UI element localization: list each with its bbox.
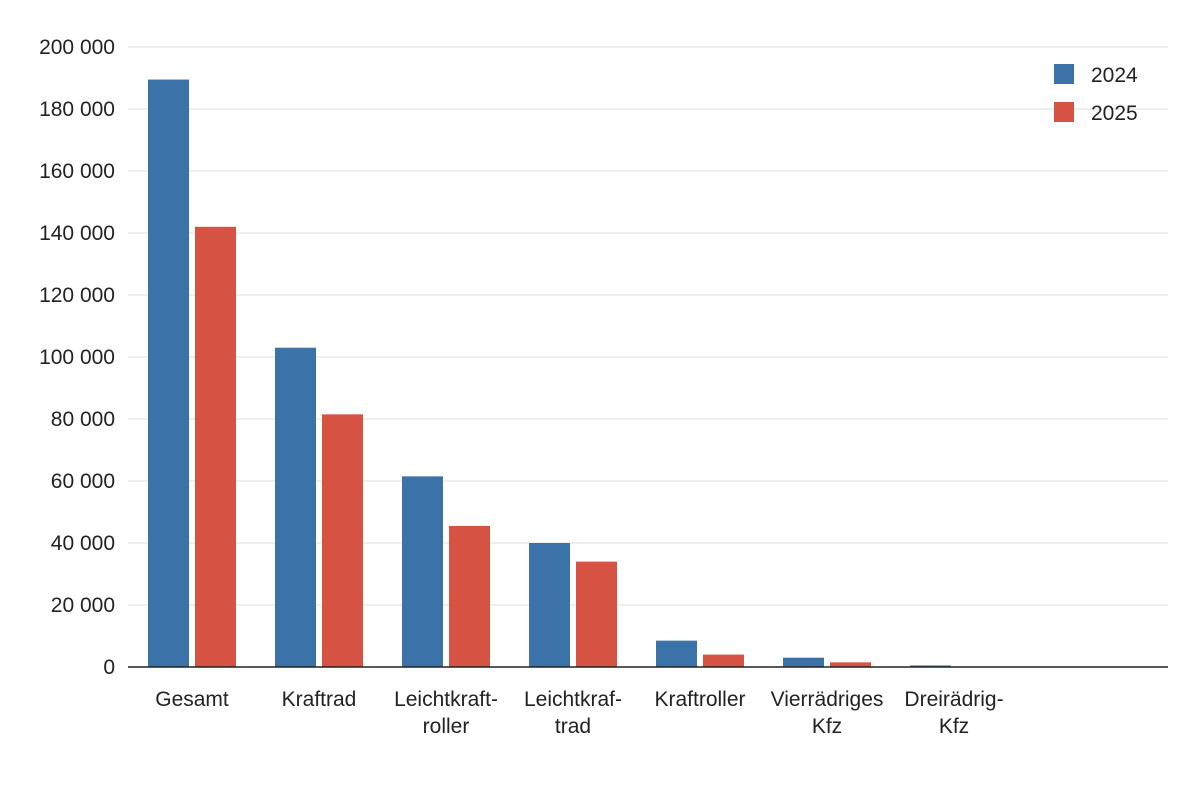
y-tick-label: 120 000 xyxy=(39,284,115,307)
bar-2025-2 xyxy=(449,525,490,667)
y-tick-label: 100 000 xyxy=(39,346,115,369)
legend-swatch-2025 xyxy=(1054,102,1074,122)
category-label-line: Vierrädriges xyxy=(771,688,884,711)
bar-2024-4 xyxy=(656,640,697,667)
y-axis-ticks: 0 20 000 40 000 60 000 80 000 100 000 120 000 1… xyxy=(39,36,115,679)
bar-2024-6 xyxy=(910,665,951,667)
category-label: Kraftroller xyxy=(654,688,745,711)
bars xyxy=(148,79,951,668)
y-tick-label: 0 xyxy=(103,656,115,679)
y-tick-label: 40 000 xyxy=(51,532,115,555)
category-label: Leichtkraf-trad xyxy=(524,688,622,738)
bar-2025-5 xyxy=(830,662,871,667)
category-label-line: Dreirädrig- xyxy=(904,688,1003,711)
bar-2024-2 xyxy=(402,476,443,667)
y-tick-label: 20 000 xyxy=(51,594,115,617)
y-tick-label: 60 000 xyxy=(51,470,115,493)
category-label-line: Kraftroller xyxy=(654,688,745,711)
category-label: Gesamt xyxy=(155,688,229,711)
category-label: Kraftrad xyxy=(282,688,357,711)
y-tick-label: 200 000 xyxy=(39,36,115,59)
category-label-line: Leichtkraf- xyxy=(524,688,622,711)
bar-2025-3 xyxy=(576,561,617,667)
category-label-line: Kfz xyxy=(939,715,969,738)
category-label-line: Gesamt xyxy=(155,688,229,711)
bar-2025-0 xyxy=(195,226,236,668)
y-tick-label: 180 000 xyxy=(39,98,115,121)
legend: 2024 2025 xyxy=(1054,64,1138,125)
bar-2024-0 xyxy=(148,79,189,668)
category-label-line: roller xyxy=(423,715,470,738)
category-label-line: trad xyxy=(555,715,591,738)
category-label-line: Leichtkraft- xyxy=(394,688,498,711)
category-labels: Gesamt Kraftrad Leichtkraft-rollerLeichtkr… xyxy=(155,688,1003,738)
category-label-line: Kfz xyxy=(812,715,842,738)
bar-2024-1 xyxy=(275,347,316,667)
y-tick-label: 160 000 xyxy=(39,160,115,183)
y-tick-label: 80 000 xyxy=(51,408,115,431)
category-label: Leichtkraft-roller xyxy=(394,688,498,738)
bar-2024-5 xyxy=(783,657,824,667)
legend-label: 2025 xyxy=(1091,102,1138,125)
bar-2025-4 xyxy=(703,654,744,667)
bar-2025-1 xyxy=(322,414,363,667)
bar-2024-3 xyxy=(529,543,570,667)
category-label-line: Kraftrad xyxy=(282,688,357,711)
legend-swatch-2024 xyxy=(1054,64,1074,84)
y-tick-label: 140 000 xyxy=(39,222,115,245)
category-label: Dreirädrig- Kfz xyxy=(904,688,1003,738)
category-label: Vierrädriges Kfz xyxy=(771,688,884,738)
legend-label: 2024 xyxy=(1091,64,1138,87)
